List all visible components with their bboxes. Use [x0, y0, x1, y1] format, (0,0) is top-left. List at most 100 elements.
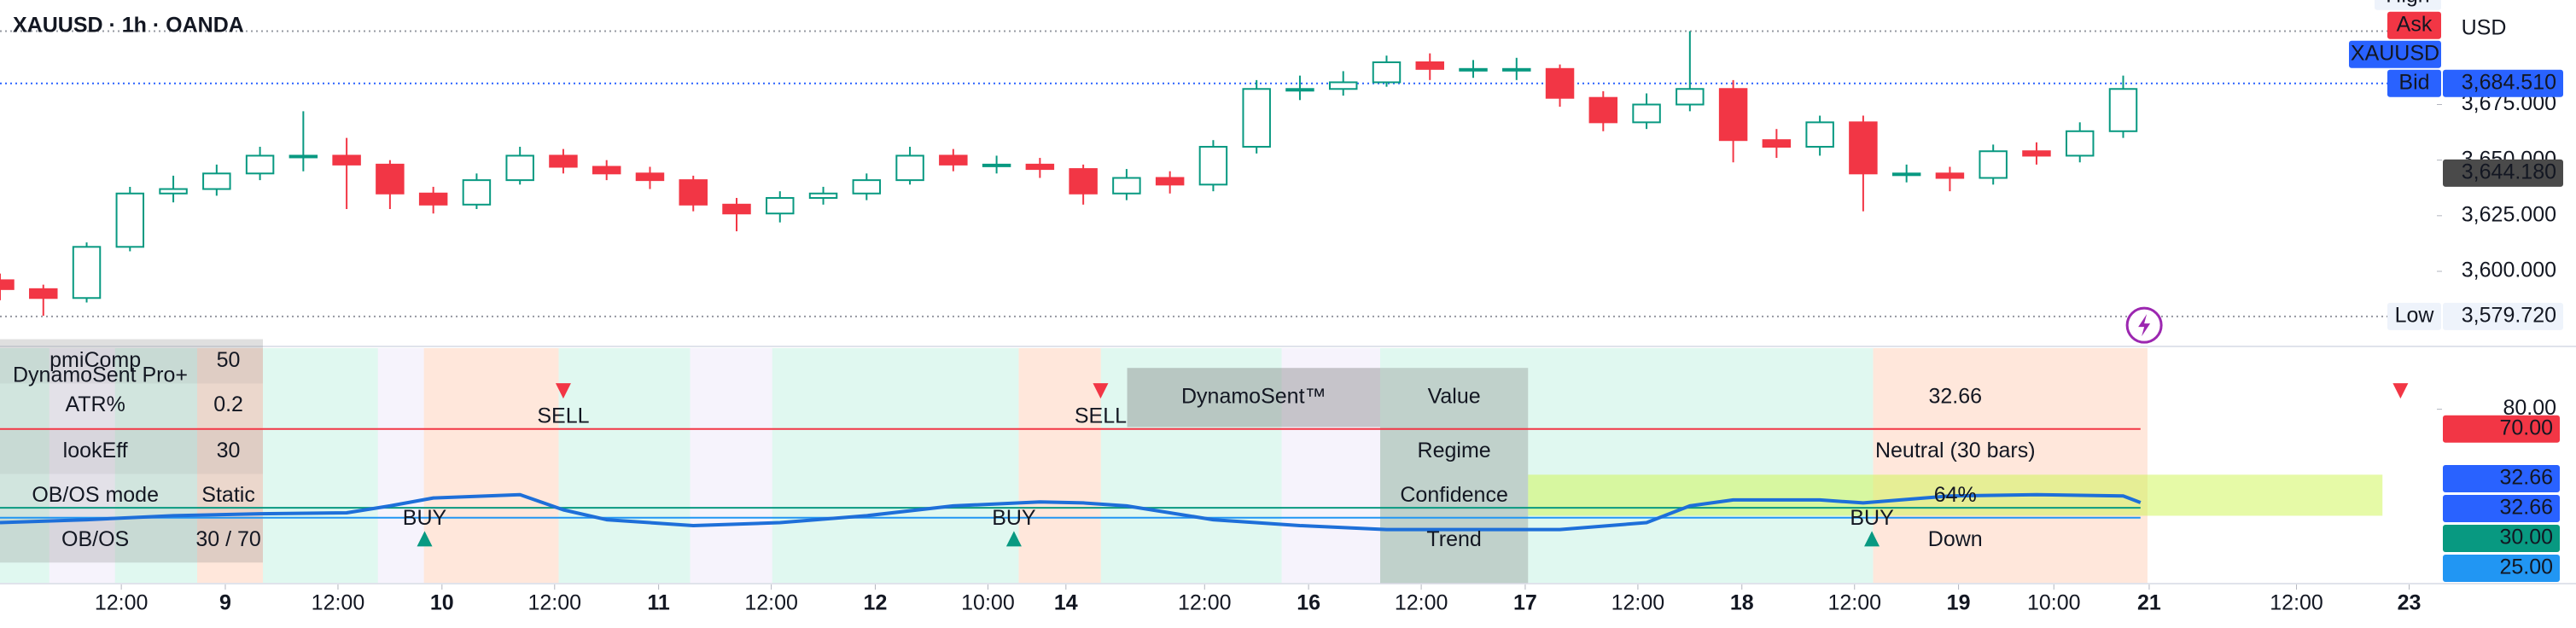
candle-body [939, 154, 968, 166]
price-tag: Bid [2398, 70, 2429, 94]
x-tick-label: 9 [219, 591, 231, 615]
x-tick-label: 10:00 [2027, 591, 2081, 615]
candle-body [332, 154, 361, 166]
candle-body [1025, 163, 1055, 171]
price-tag: Low [2395, 303, 2435, 327]
value-tag: 30.00 [2499, 526, 2553, 550]
value-tag-box [2443, 415, 2560, 443]
candle-body [462, 179, 492, 206]
backgrounds [0, 348, 2148, 583]
oscillator-line [0, 492, 2142, 532]
signal-label: SELL [537, 404, 589, 428]
price-tag-box [2387, 302, 2441, 330]
info-label-column [1380, 368, 1529, 584]
signal-marker [417, 531, 433, 547]
y-tick-label: 3,625.000 [2462, 202, 2556, 226]
candle-body [1588, 96, 1618, 124]
signal-marker [1864, 531, 1880, 547]
settings-row [0, 429, 263, 474]
candle-body [1935, 172, 1965, 179]
candle-body [549, 154, 578, 168]
info-label: Trend [1426, 527, 1481, 551]
x-tick-label: 21 [2137, 591, 2161, 615]
price-tag: Ask [2397, 12, 2433, 36]
settings-value: Static [201, 483, 255, 507]
x-tick-label: 18 [1730, 591, 1754, 615]
x-tick-label: 12 [864, 591, 888, 615]
candle-body [1285, 88, 1314, 92]
price-label: 3,644.180 [2462, 160, 2556, 183]
candle-body [2065, 130, 2095, 157]
candle-body [1676, 88, 1705, 106]
candle-body [635, 172, 665, 182]
candle-body [1762, 139, 1792, 148]
x-tick-label: 10 [430, 591, 454, 615]
x-tick-label: 23 [2398, 591, 2422, 615]
price-tag: XAUUSD [2351, 41, 2439, 65]
regime-band [1676, 348, 1874, 583]
price-label: 3,684.510 [2462, 70, 2556, 94]
candle-body [115, 192, 145, 248]
candle-body [505, 154, 534, 182]
signal-marker [1005, 531, 1022, 547]
regime-band [49, 348, 115, 583]
x-tick-label: 17 [1513, 591, 1537, 615]
value-tag: 32.66 [2499, 496, 2553, 520]
candle-body [1415, 61, 1444, 70]
candle-body [1805, 121, 1834, 148]
price-tag-box [2349, 40, 2441, 68]
settings-value: 0.2 [213, 392, 243, 416]
regime-band [2004, 348, 2148, 583]
x-tick-label: 12:00 [528, 591, 582, 615]
info-value: 64% [1934, 483, 1977, 507]
currency-box [2443, 7, 2532, 51]
price-label-box [2443, 302, 2563, 330]
regime-band [1018, 348, 1101, 583]
x-tick-label: 12:00 [2270, 591, 2323, 615]
value-tag: 32.66 [2499, 466, 2553, 490]
indicator-title: DynamoSent Pro+ [13, 363, 188, 387]
replay-icon-bolt [2138, 314, 2151, 337]
currency: USD [2462, 16, 2507, 40]
value-tag: 25.00 [2499, 555, 2553, 579]
x-tick-label: 12:00 [1178, 591, 1232, 615]
regime-band [377, 348, 424, 583]
regime-band [1873, 348, 2005, 583]
candle-body [766, 196, 795, 215]
settings-row [0, 474, 263, 519]
x-tick-label: 12:00 [744, 591, 798, 615]
regime-band [423, 348, 559, 583]
symbol-title: XAUUSD · 1h · OANDA [13, 14, 244, 38]
candle-body [1545, 67, 1575, 99]
value-tag: 70.00 [2499, 416, 2553, 439]
candle-body [1069, 168, 1098, 195]
x-tick-label: 12:00 [95, 591, 149, 615]
signal-label: BUY [992, 506, 1036, 530]
candle-body [0, 279, 15, 290]
settings-value: 30 / 70 [195, 527, 260, 551]
regime-band [1281, 348, 1380, 583]
price-label-box [2443, 159, 2563, 187]
signal-marker [2392, 383, 2409, 399]
settings-label: ATR% [65, 392, 125, 416]
candle-body [1155, 177, 1185, 186]
info-title-cell [1127, 368, 1380, 427]
candle-body [722, 203, 751, 215]
settings-row [0, 339, 263, 384]
info-value: Down [1928, 527, 1983, 551]
settings-row [0, 383, 263, 428]
candle-body [1718, 88, 1748, 142]
candle-body [1979, 150, 2008, 179]
candle-body [1632, 103, 1661, 124]
x-tick-label: 12:00 [312, 591, 365, 615]
candle-body [1198, 146, 1228, 186]
signal-label: BUY [403, 506, 447, 530]
candle-body [376, 163, 405, 195]
info-value: Neutral (30 bars) [1875, 439, 2036, 462]
price-tag-box [2387, 69, 2441, 97]
regime-band [1100, 348, 1282, 583]
x-tick-label: 14 [1054, 591, 1078, 615]
settings-label: pmiComp [50, 348, 141, 372]
signal-marker [1093, 383, 1109, 399]
